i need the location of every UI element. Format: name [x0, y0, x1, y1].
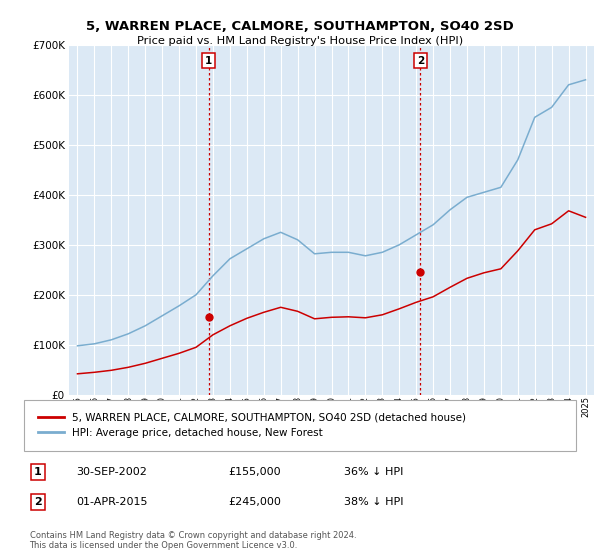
Text: 01-APR-2015: 01-APR-2015	[76, 497, 148, 507]
Text: 30-SEP-2002: 30-SEP-2002	[76, 466, 148, 477]
Text: 2: 2	[34, 497, 41, 507]
Text: 1: 1	[34, 466, 41, 477]
Text: 2: 2	[417, 55, 424, 66]
Text: Contains HM Land Registry data © Crown copyright and database right 2024.
This d: Contains HM Land Registry data © Crown c…	[29, 531, 356, 550]
FancyBboxPatch shape	[24, 400, 576, 451]
Text: £245,000: £245,000	[228, 497, 281, 507]
Text: 1: 1	[205, 55, 212, 66]
Text: Price paid vs. HM Land Registry's House Price Index (HPI): Price paid vs. HM Land Registry's House …	[137, 36, 463, 46]
Text: 36% ↓ HPI: 36% ↓ HPI	[344, 466, 404, 477]
Text: 38% ↓ HPI: 38% ↓ HPI	[344, 497, 404, 507]
Legend: 5, WARREN PLACE, CALMORE, SOUTHAMPTON, SO40 2SD (detached house), HPI: Average p: 5, WARREN PLACE, CALMORE, SOUTHAMPTON, S…	[35, 410, 469, 441]
Text: 5, WARREN PLACE, CALMORE, SOUTHAMPTON, SO40 2SD: 5, WARREN PLACE, CALMORE, SOUTHAMPTON, S…	[86, 20, 514, 32]
Text: £155,000: £155,000	[228, 466, 281, 477]
